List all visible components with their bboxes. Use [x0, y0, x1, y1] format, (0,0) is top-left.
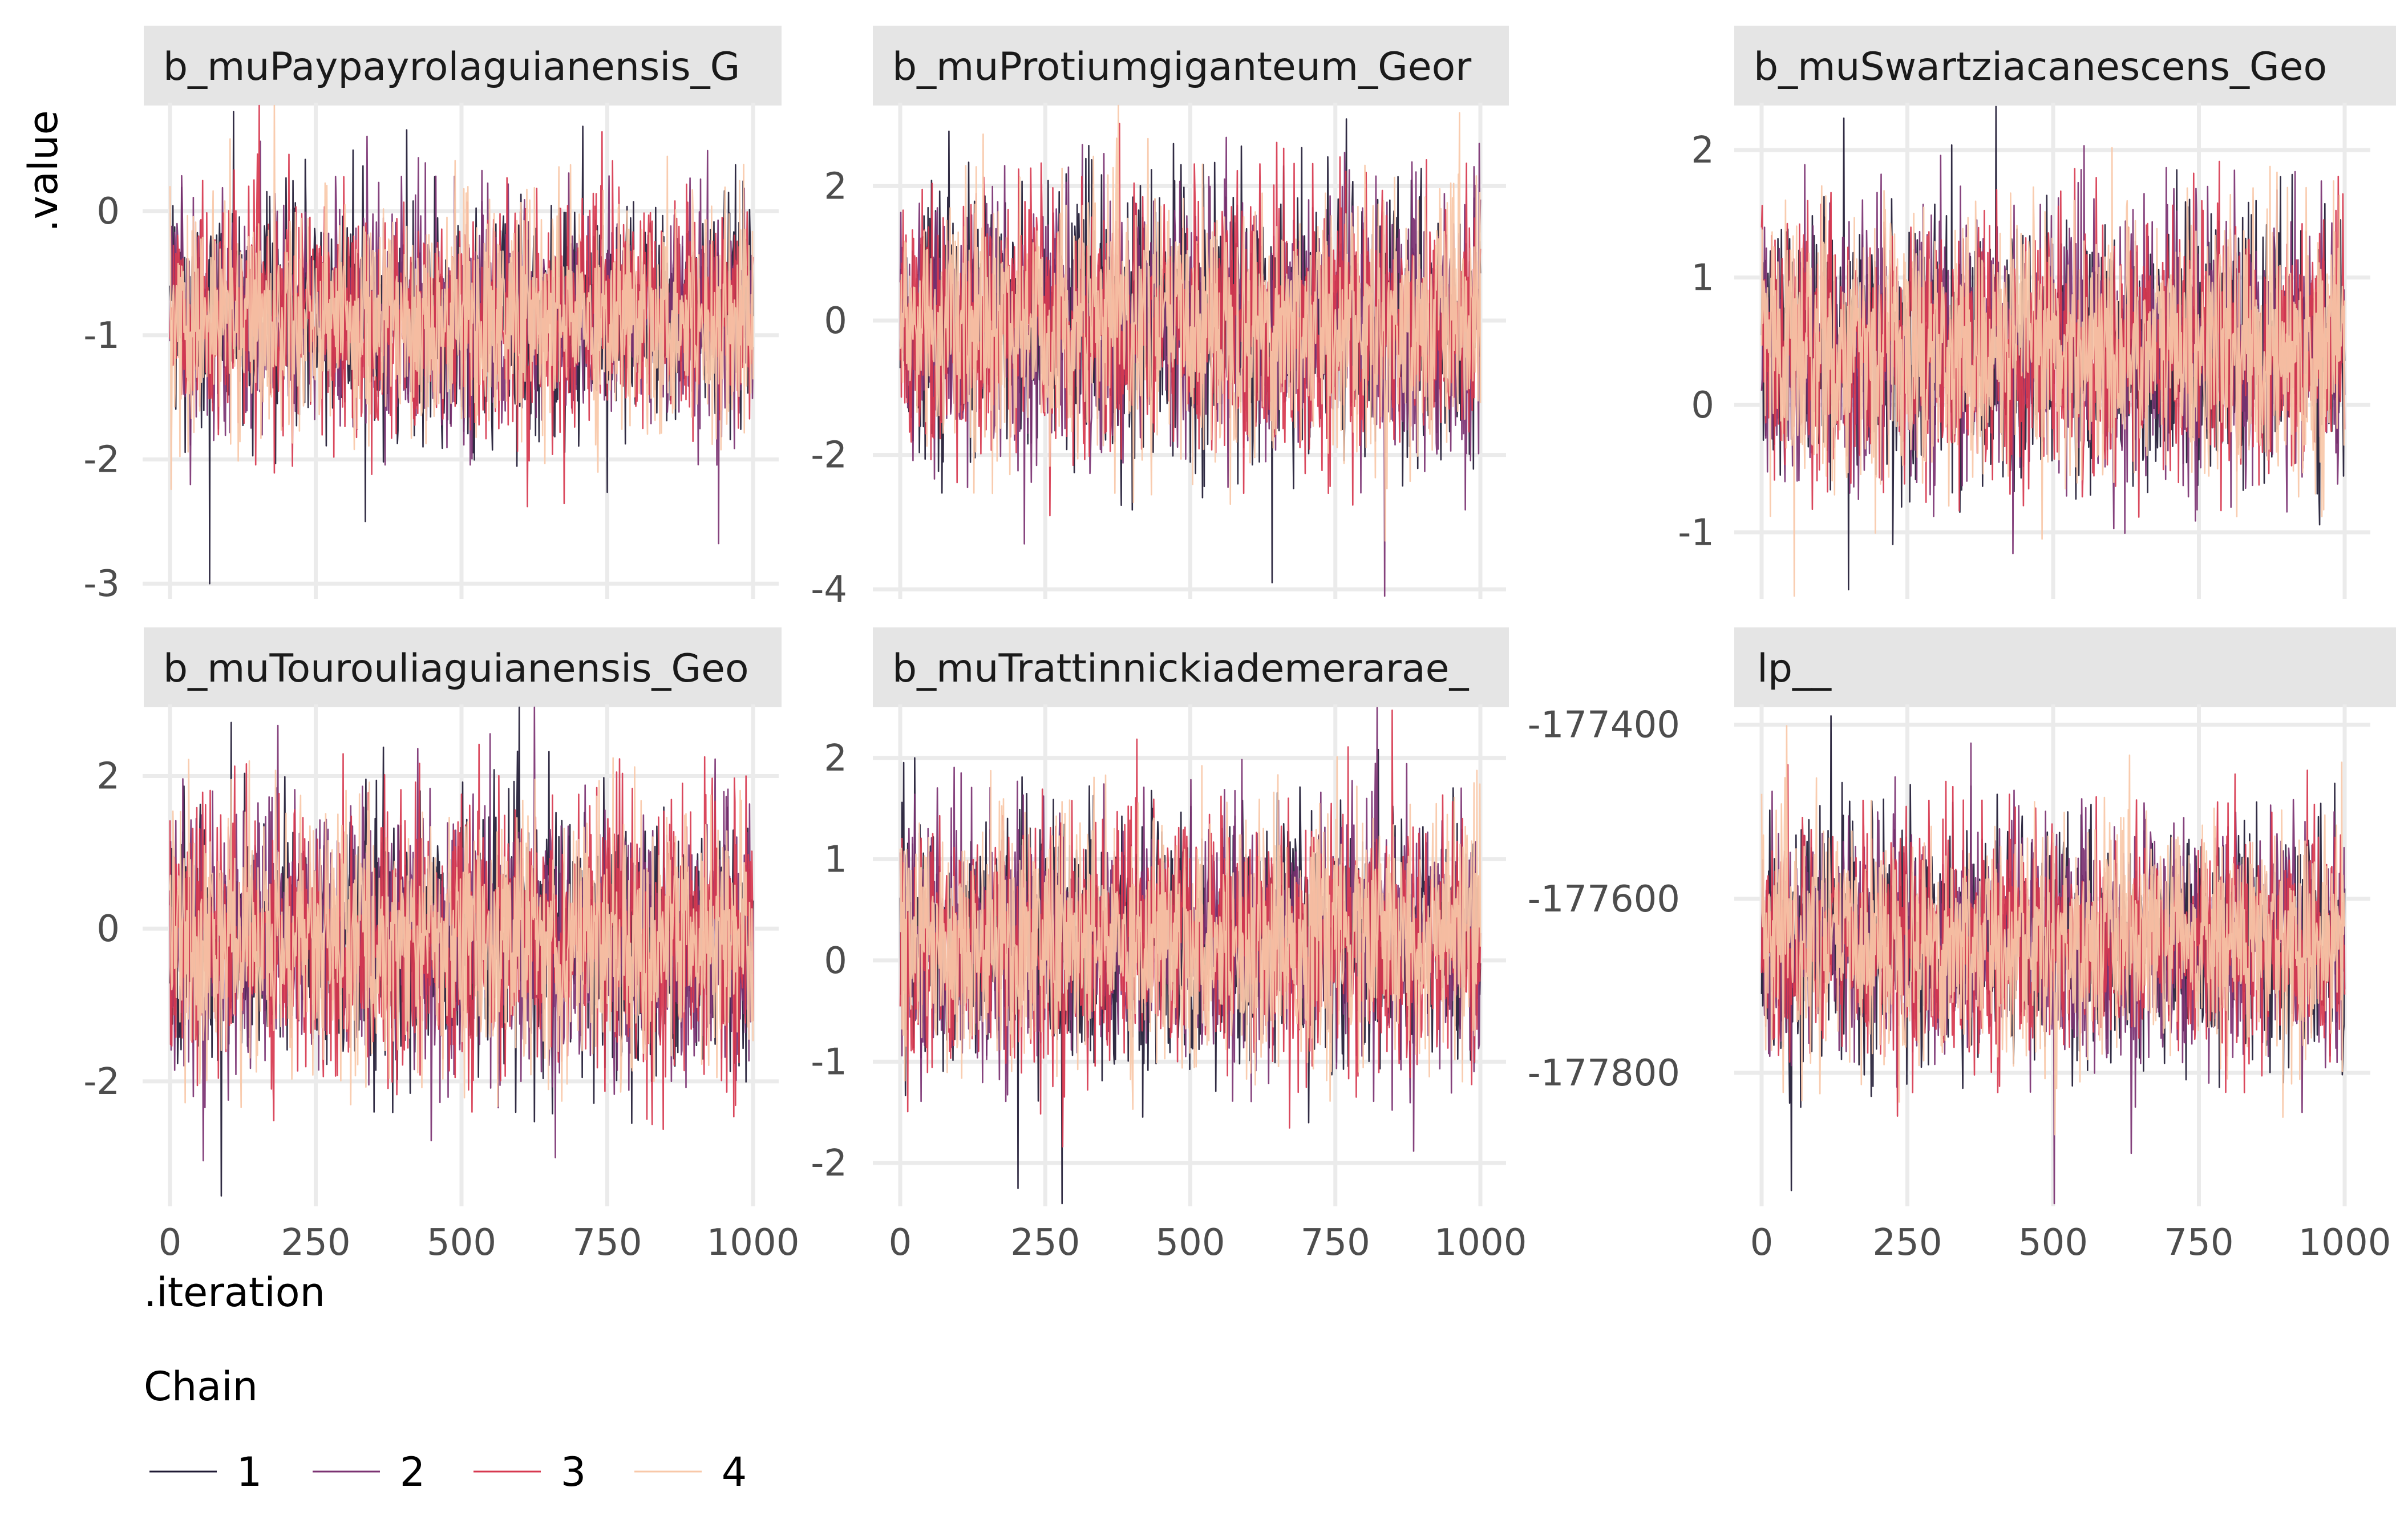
- x-tick-label: 500: [427, 1222, 496, 1264]
- traces: [899, 104, 1482, 597]
- legend-item: 2: [313, 1449, 425, 1496]
- facet-panel: b_muProtiumgiganteum_Geor 2 0 -2 -4: [811, 26, 1509, 611]
- x-tick-label: 250: [281, 1222, 350, 1264]
- y-tick-label: -177800: [1528, 1052, 1680, 1095]
- y-tick-label: -4: [811, 569, 847, 611]
- y-tick-label: 2: [96, 755, 120, 797]
- facet-strip-title: b_muTrattinnickiademerarae_: [892, 646, 1469, 691]
- facet-strip: [144, 627, 782, 707]
- y-tick-label: 1: [1691, 257, 1714, 299]
- y-tick-label: 2: [824, 165, 847, 208]
- y-tick-label: -2: [83, 439, 120, 481]
- facet-strip-title: b_muSwartziacanescens_Geo: [1754, 44, 2327, 90]
- facet-strip: [1734, 627, 2396, 707]
- y-tick-label: -2: [811, 1142, 847, 1185]
- x-tick-label: 1000: [2298, 1222, 2391, 1264]
- trace-chain-4: [899, 104, 1482, 542]
- traces: [1760, 106, 2346, 597]
- facet-panel: b_muSwartziacanescens_Geo 2 1 0 -1: [1678, 26, 2396, 599]
- x-tick-label: 750: [1301, 1222, 1370, 1264]
- x-tick-label: 500: [1155, 1222, 1225, 1264]
- y-tick-label: -1: [1678, 512, 1714, 554]
- y-tick-label: -177600: [1528, 878, 1680, 921]
- trace-chain-4: [1760, 147, 2346, 597]
- facet-panel: b_muTourouliaguianensis_Geo 2 0 -2 0 250 500 75…: [83, 627, 799, 1264]
- x-tick-label: 0: [1750, 1222, 1774, 1264]
- trace-chain-4: [169, 757, 754, 1108]
- y-tick-label: -3: [83, 563, 120, 605]
- y-tick-label: 2: [1691, 129, 1714, 172]
- trace-chain-4: [169, 104, 754, 491]
- x-tick-label: 250: [1872, 1222, 1942, 1264]
- facet-strip-title: b_muPaypayrolaguianensis_G: [163, 44, 740, 90]
- x-tick-label: 750: [572, 1222, 642, 1264]
- y-axis-title: .value: [20, 110, 67, 232]
- traces: [169, 706, 754, 1197]
- y-tick-label: 0: [96, 908, 120, 950]
- y-tick-label: -2: [811, 435, 847, 477]
- legend-label: 4: [722, 1449, 747, 1496]
- legend: Chain 1 2 3 4: [144, 1363, 747, 1496]
- facet-panel: b_muTrattinnickiademerarae_ 2 1 0 -1 -2 0 250 50…: [811, 627, 1527, 1264]
- facet-strip: [144, 26, 782, 106]
- facet-strip-title: b_muTourouliaguianensis_Geo: [163, 646, 749, 691]
- legend-label: 1: [237, 1449, 262, 1496]
- facet-strip: [873, 26, 1509, 106]
- y-tick-label: 0: [824, 940, 847, 982]
- y-tick-label: 1: [824, 838, 847, 881]
- y-tick-label: 2: [824, 737, 847, 780]
- traces: [899, 707, 1482, 1205]
- x-tick-label: 1000: [1434, 1222, 1527, 1264]
- legend-label: 3: [561, 1449, 586, 1496]
- traces: [169, 104, 754, 585]
- y-tick-label: 0: [824, 300, 847, 342]
- y-tick-label: -1: [811, 1041, 847, 1083]
- y-tick-label: 0: [96, 191, 120, 233]
- x-axis-title: .iteration: [144, 1269, 325, 1316]
- facet-strip-title: lp__: [1757, 646, 1832, 691]
- facet-strip: [1734, 26, 2396, 106]
- facet-panel: b_muPaypayrolaguianensis_G 0 -1 -2 -3: [83, 26, 782, 605]
- legend-title: Chain: [144, 1363, 258, 1410]
- traces: [1760, 715, 2346, 1205]
- facet-panel: lp__ -177400 -177600 -177800 0 250 500 750 1000: [1528, 627, 2396, 1264]
- legend-item: 4: [634, 1449, 747, 1496]
- legend-label: 2: [400, 1449, 426, 1496]
- x-tick-label: 750: [2164, 1222, 2233, 1264]
- x-tick-label: 250: [1010, 1222, 1080, 1264]
- y-tick-label: -177400: [1528, 704, 1680, 747]
- y-tick-label: 0: [1691, 384, 1714, 427]
- legend-item: 3: [473, 1449, 586, 1496]
- facet-strip: [873, 627, 1509, 707]
- legend-keys: 1 2 3 4: [149, 1449, 747, 1496]
- x-tick-label: 0: [889, 1222, 912, 1264]
- y-tick-label: -2: [83, 1061, 120, 1103]
- x-tick-label: 1000: [707, 1222, 800, 1264]
- legend-item: 1: [149, 1449, 262, 1496]
- y-tick-label: -1: [83, 315, 120, 357]
- facet-panels: b_muPaypayrolaguianensis_G 0 -1 -2 -3 b_muPro…: [83, 26, 2396, 1264]
- x-tick-label: 500: [2018, 1222, 2088, 1264]
- trace-chain-4: [1760, 725, 2346, 1136]
- facet-strip-title: b_muProtiumgiganteum_Geor: [892, 44, 1471, 90]
- x-tick-label: 0: [159, 1222, 182, 1264]
- trace-chain-4: [899, 756, 1482, 1110]
